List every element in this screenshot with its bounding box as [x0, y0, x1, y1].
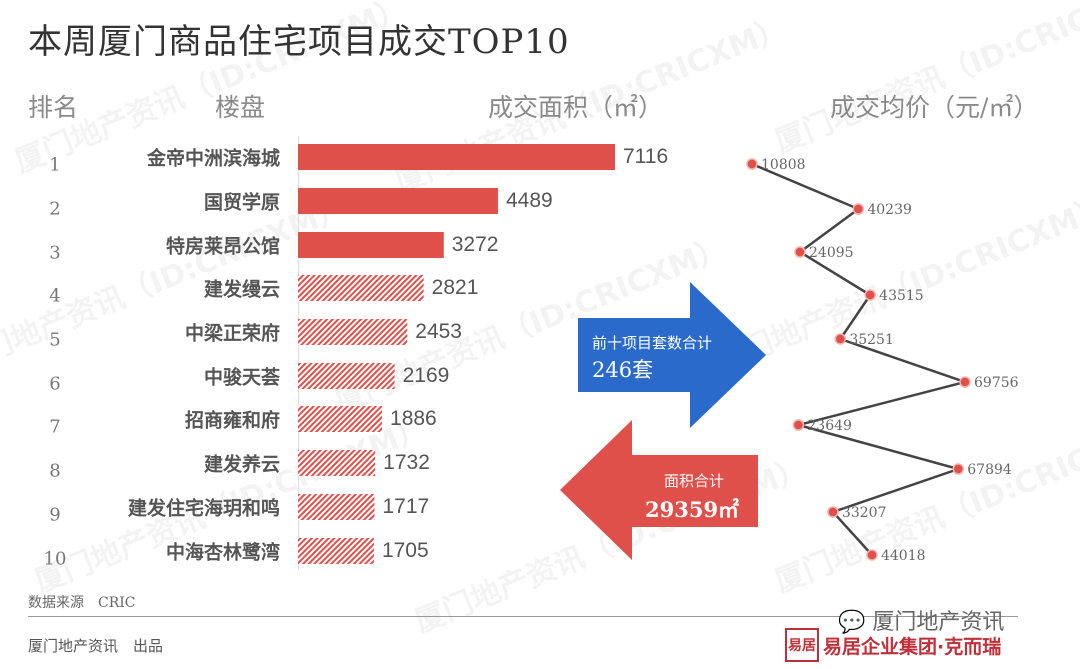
- price-value-label: 44018: [881, 548, 926, 564]
- area-bar: [298, 450, 376, 476]
- area-value-label: 2453: [415, 320, 462, 343]
- project-label: 建发住宅海玥和鸣: [127, 497, 280, 520]
- project-label: 国贸学原: [203, 191, 280, 214]
- price-value-label: 10808: [761, 157, 806, 173]
- rank-label: 6: [49, 373, 61, 395]
- project-label: 金帝中洲滨海城: [146, 147, 280, 170]
- rank-label: 9: [49, 504, 61, 526]
- seal-icon: 易居: [785, 628, 819, 662]
- price-point: [852, 203, 865, 215]
- price-point: [866, 549, 878, 561]
- project-header: 楼盘: [215, 93, 266, 122]
- project-label: 中骏天荟: [203, 366, 280, 389]
- area-value-label: 3272: [451, 233, 499, 256]
- price-point: [952, 463, 965, 475]
- price-value-label: 40239: [867, 202, 912, 218]
- price-value-label: 67894: [967, 462, 1012, 478]
- wechat-account-name: 厦门地产资讯: [872, 610, 1005, 635]
- price-header: 成交均价（元/㎡）: [830, 93, 1039, 122]
- wechat-account: 💬 厦门地产资讯: [838, 604, 1004, 636]
- project-label: 建发缦云: [203, 278, 280, 301]
- area-value-label: 2169: [402, 364, 450, 387]
- data-source: 数据来源 CRIC: [28, 595, 136, 611]
- area-header: 成交面积（㎡）: [488, 93, 664, 122]
- price-value-label: 23649: [807, 418, 852, 434]
- rank-header: 排名: [28, 93, 79, 122]
- area-bar: [298, 538, 374, 564]
- rank-label: 1: [49, 154, 61, 176]
- rank-label: 10: [43, 548, 67, 570]
- area-value-label: 7116: [623, 145, 669, 168]
- price-line: [751, 162, 970, 556]
- units-arrow: [578, 282, 766, 428]
- rank-label: 4: [49, 285, 61, 307]
- price-point: [834, 333, 847, 345]
- rank-label: 3: [49, 242, 61, 264]
- area-value-label: 1732: [383, 451, 430, 474]
- project-label: 建发养云: [203, 453, 280, 476]
- area-label: 面积合计: [664, 472, 725, 490]
- area-value-label: 1705: [381, 539, 429, 562]
- area-value: 29359㎡: [645, 497, 740, 522]
- producer: 厦门地产资讯 出品: [28, 637, 164, 655]
- footer-divider: [28, 616, 1018, 617]
- area-bar: [298, 188, 498, 214]
- price-point: [959, 376, 971, 388]
- area-value-label: 4489: [505, 189, 553, 212]
- project-label: 招商雍和府: [184, 409, 280, 432]
- brand-logo: 易居 易居企业集团·克而瑞: [785, 628, 1001, 662]
- area-bar: [298, 363, 395, 389]
- project-label: 中梁正荣府: [184, 322, 280, 345]
- rank-label: 5: [49, 329, 61, 351]
- area-bar: [298, 319, 408, 345]
- wechat-icon: 💬: [838, 610, 866, 635]
- price-point: [864, 289, 876, 301]
- area-bar: [298, 406, 383, 432]
- area-bar: [298, 275, 424, 301]
- price-point: [827, 506, 839, 518]
- area-bar: [298, 232, 444, 258]
- area-value-label: 1717: [382, 495, 430, 518]
- price-value-label: 33207: [842, 505, 887, 521]
- rank-label: 2: [49, 198, 61, 220]
- units-label: 前十项目套数合计: [592, 334, 713, 352]
- page-title: 本周厦门商品住宅项目成交TOP10: [28, 22, 570, 62]
- project-label: 中海杏林鹭湾: [165, 541, 280, 564]
- bar-axis: [298, 136, 299, 570]
- rank-label: 8: [49, 460, 61, 482]
- price-value-label: 35251: [849, 332, 894, 348]
- area-bar: [298, 144, 615, 170]
- price-point: [794, 246, 806, 258]
- area-arrow: [560, 420, 758, 560]
- price-value-label: 69756: [974, 375, 1019, 391]
- project-label: 特房莱昂公馆: [165, 235, 280, 258]
- area-value-label: 1886: [390, 407, 437, 430]
- area-value-label: 2821: [431, 276, 479, 299]
- brand-name: 易居企业集团·克而瑞: [823, 635, 1002, 658]
- units-value: 246套: [592, 358, 654, 382]
- area-bar: [298, 494, 375, 520]
- price-point: [746, 158, 758, 170]
- price-point: [792, 419, 805, 431]
- price-value-label: 24095: [809, 245, 854, 261]
- rank-label: 7: [49, 416, 61, 438]
- price-value-label: 43515: [879, 288, 924, 304]
